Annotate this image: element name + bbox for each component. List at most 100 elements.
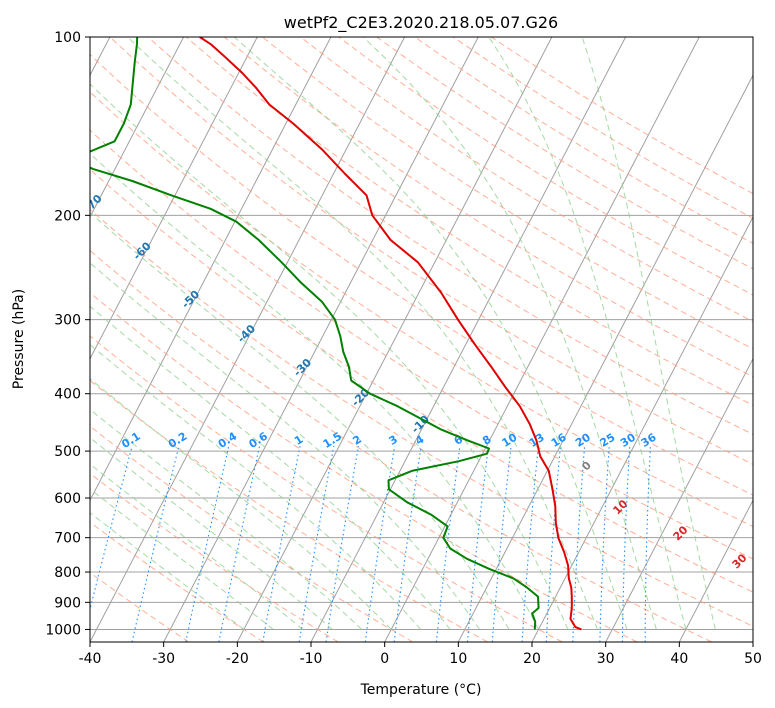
mixing-ratio-line	[644, 445, 651, 642]
y-tick-label: 500	[54, 444, 81, 460]
dry-adiabat-line	[90, 168, 753, 593]
isotherm-line	[236, 37, 553, 642]
mixing-ratio-line	[364, 445, 396, 642]
mixing-ratio-line	[466, 445, 490, 642]
dry-adiabat-line	[90, 521, 264, 642]
dry-adiabat-line	[90, 425, 414, 642]
mixing-ratio-line	[621, 445, 631, 642]
x-tick-label: -40	[79, 651, 102, 667]
dry-adiabat-line	[90, 129, 753, 560]
dry-adiabat-line	[223, 37, 753, 378]
dry-adiabat-line	[376, 37, 753, 270]
mixing-ratio-line	[131, 445, 180, 642]
moist-adiabat-label: 20	[671, 523, 691, 543]
y-tick-label: 200	[54, 208, 81, 224]
isotherm-line	[310, 37, 627, 642]
dry-adiabat-line	[90, 292, 638, 642]
mixing-ratio-label: 1	[292, 433, 305, 448]
moist-adiabat-line	[90, 211, 510, 630]
y-tick-label: 900	[54, 595, 81, 611]
mixing-ratio-label: 16	[549, 431, 569, 450]
y-tick-label: 300	[54, 313, 81, 329]
isotherm-label: -90	[0, 98, 7, 121]
x-tick-label: -10	[300, 651, 323, 667]
moist-adiabat-line	[488, 37, 687, 630]
y-tick-label: 1000	[45, 622, 81, 638]
dry-adiabat-line	[90, 53, 753, 496]
x-tick-label: 0	[380, 651, 389, 667]
isotherm-line	[90, 37, 258, 360]
y-tick-label: 800	[54, 565, 81, 581]
mixing-ratio-line	[90, 445, 133, 612]
moist-adiabat-line	[127, 37, 598, 630]
series-layer	[90, 37, 582, 631]
dry-adiabat-line	[90, 91, 753, 528]
x-tick-label: -20	[226, 651, 249, 667]
moist-adiabat-label: 10	[610, 497, 630, 517]
x-tick-label: 50	[744, 651, 762, 667]
dry-adiabat-line	[147, 37, 753, 436]
moist-adiabat-line	[90, 262, 480, 630]
dry-adiabat-line	[90, 249, 712, 642]
plot-frame	[89, 36, 754, 643]
dry-adiabat-line	[90, 208, 753, 627]
moist-adiabat-line	[90, 463, 304, 630]
y-axis: 1000 900 800 700 600 500 400 300 200 100	[45, 30, 90, 638]
isotherm-line	[752, 640, 753, 642]
mixing-ratio-label: 10	[500, 431, 520, 450]
moist-adiabat-line	[90, 378, 392, 630]
isotherm-line	[605, 357, 753, 642]
isotherm-line	[457, 74, 753, 642]
chart-title: wetPf2_C2E3.2020.218.05.07.G26	[284, 13, 558, 33]
moist-adiabat-label: 30	[730, 551, 750, 571]
mixing-ratio-label: 0.6	[247, 429, 271, 451]
mixing-ratio-line	[218, 445, 261, 642]
temperature-profile-line	[199, 37, 582, 631]
mixing-ratio-line	[185, 445, 230, 642]
y-tick-label: 100	[54, 30, 81, 46]
x-axis: -40 -30 -20 -10 0 10 20 30 40 50	[79, 642, 762, 667]
dewpoint-profile-line	[90, 37, 540, 630]
mixing-ratio-label: 36	[639, 431, 659, 450]
mixing-ratio-line	[298, 445, 335, 642]
mixing-ratio-label: 1.5	[321, 430, 344, 451]
moist-adiabat-line	[90, 305, 451, 630]
dry-adiabat-line	[300, 37, 753, 323]
mixing-ratio-line	[599, 445, 610, 642]
isotherm-line	[384, 37, 700, 642]
mixing-ratio-label: 20	[573, 431, 593, 450]
mixing-ratio-line	[545, 445, 562, 642]
dry-adiabat-line	[185, 37, 753, 406]
y-tick-label: 400	[54, 387, 81, 403]
y-axis-title: Pressure (hPa)	[11, 289, 27, 389]
isotherm-line	[90, 37, 332, 502]
moist-adiabat-line	[90, 488, 274, 630]
plot-area: 0.10.20.40.611.52346810131620253036-100-…	[0, 37, 753, 642]
dry-adiabat-line	[90, 335, 563, 642]
moist-adiabat-line	[581, 37, 716, 630]
mixing-ratio-label: 2	[350, 433, 363, 448]
dry-adiabat-line	[90, 379, 488, 642]
background-lines	[90, 37, 753, 642]
isotherm-line	[90, 37, 185, 219]
moist-adiabat-line	[233, 37, 628, 630]
dry-adiabat-line	[338, 37, 753, 296]
mixing-ratio-line	[521, 445, 539, 642]
x-tick-label: 10	[449, 651, 467, 667]
x-tick-label: -30	[152, 651, 175, 667]
moist-adiabat-line	[362, 37, 657, 630]
dry-adiabat-line	[90, 472, 339, 642]
moist-adiabat-line	[90, 408, 363, 630]
isotherm-line	[678, 499, 753, 642]
y-tick-label: 700	[54, 531, 81, 547]
y-tick-label: 600	[54, 491, 81, 507]
dry-adiabat-line	[414, 37, 753, 244]
x-axis-title: Temperature (°C)	[360, 682, 482, 698]
x-tick-label: 30	[597, 651, 615, 667]
isotherm-line	[163, 37, 479, 642]
mixing-ratio-line	[325, 445, 360, 642]
mixing-ratio-label: 0.1	[119, 430, 142, 451]
mixing-ratio-line	[262, 445, 301, 642]
mixing-ratio-line	[491, 445, 512, 642]
